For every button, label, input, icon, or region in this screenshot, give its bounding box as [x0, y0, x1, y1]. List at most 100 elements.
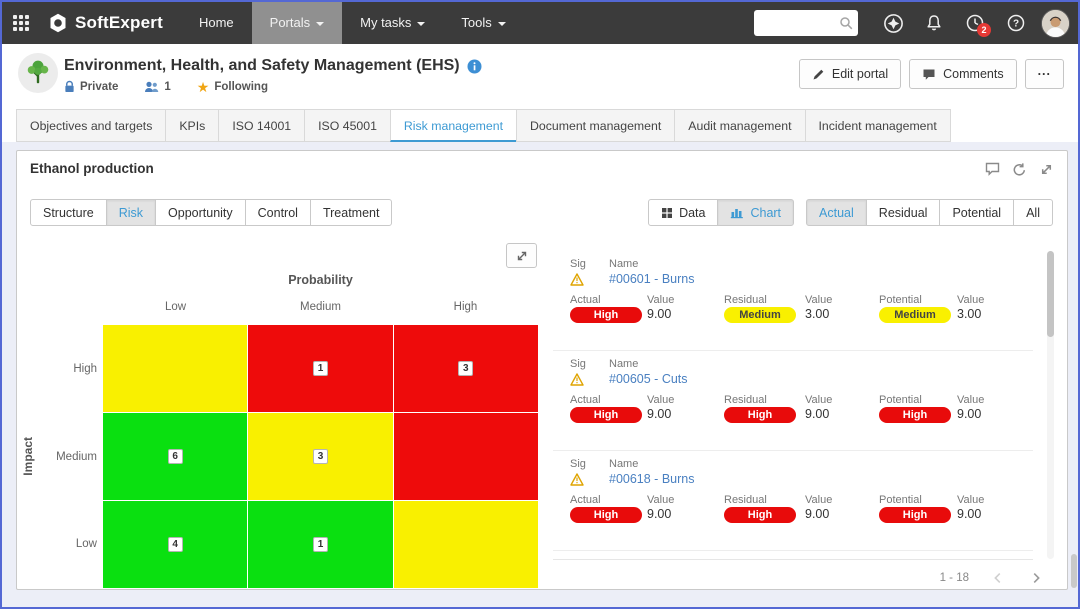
question-icon: ?	[1007, 14, 1025, 32]
quick-access-button[interactable]	[877, 7, 909, 39]
warning-icon	[570, 473, 584, 491]
risk-matrix: 1 3 6 3 4 1	[103, 325, 538, 588]
tab-iso-14001[interactable]: ISO 14001	[218, 109, 306, 142]
matrix-cell[interactable]	[393, 413, 538, 500]
page-scrollbar-thumb[interactable]	[1071, 554, 1077, 588]
pagination: 1 - 18	[553, 565, 1045, 591]
residual-value: 3.00	[805, 307, 830, 321]
risk-list-item-partial: Sig Name	[553, 551, 1033, 559]
view-data-button[interactable]: Data	[648, 199, 719, 226]
residual-level-badge: High	[724, 507, 796, 523]
matrix-cell[interactable]: 3	[248, 413, 393, 500]
risk-subtabs: Structure Risk Opportunity Control Treat…	[30, 199, 393, 226]
portal-header: Environment, Health, and Safety Manageme…	[2, 44, 1078, 142]
potential-level-badge: High	[879, 507, 951, 523]
risk-list-item: Sig Name #00601 - Burns Actual Value Res…	[553, 251, 1033, 351]
matrix-cell[interactable]: 6	[103, 413, 248, 500]
col-label-low: Low	[164, 301, 187, 313]
user-avatar[interactable]	[1041, 8, 1070, 38]
cell-count-badge: 3	[312, 449, 328, 464]
help-button[interactable]: ?	[1000, 7, 1032, 39]
col-label-high: High	[453, 301, 478, 313]
bar-chart-icon	[731, 209, 744, 219]
pagination-next-button[interactable]	[1027, 569, 1045, 587]
edit-portal-button[interactable]: Edit portal	[798, 59, 902, 89]
expand-icon	[1041, 164, 1051, 174]
star-icon: ★	[196, 78, 210, 95]
brand-name: SoftExpert	[75, 13, 163, 32]
matrix-cell[interactable]: 1	[248, 501, 393, 588]
filter-residual-button[interactable]: Residual	[865, 199, 941, 226]
more-options-button[interactable]: ...	[1024, 59, 1064, 89]
risk-list-item: Sig Name #00618 - Burns Actual Value Res…	[553, 451, 1033, 551]
subtab-treatment[interactable]: Treatment	[309, 199, 393, 226]
matrix-y-axis-title: Impact	[21, 437, 35, 476]
svg-text:?: ?	[1013, 19, 1019, 30]
matrix-row-labels: High Medium Low	[39, 325, 97, 588]
softexpert-logo[interactable]: SoftExpert	[40, 13, 181, 33]
tab-audit-management[interactable]: Audit management	[674, 109, 806, 142]
pagination-prev-button[interactable]	[989, 569, 1007, 587]
matrix-cell[interactable]	[393, 501, 538, 588]
tab-kpis[interactable]: KPIs	[165, 109, 220, 142]
notifications-button[interactable]	[918, 7, 950, 39]
list-scrollbar[interactable]	[1047, 251, 1054, 559]
ellipsis-icon: ...	[1037, 64, 1051, 78]
subtab-risk[interactable]: Risk	[105, 199, 157, 226]
row-label-low: Low	[75, 538, 97, 551]
risk-link[interactable]: #00618 - Burns	[609, 472, 695, 486]
cell-count-badge: 6	[167, 449, 183, 464]
pagination-range: 1 - 18	[939, 572, 969, 584]
ethanol-production-widget: Ethanol production	[16, 150, 1068, 590]
nav-item-portals[interactable]: Portals	[251, 2, 343, 44]
widget-comment-button[interactable]	[983, 160, 1001, 178]
row-label-high: High	[73, 362, 97, 375]
tab-document-management[interactable]: Document management	[516, 109, 676, 142]
tab-incident-management[interactable]: Incident management	[804, 109, 951, 142]
widget-refresh-button[interactable]	[1010, 160, 1028, 178]
risk-link[interactable]: #00605 - Cuts	[609, 372, 688, 386]
nav-item-home[interactable]: Home	[198, 15, 234, 30]
scrollbar-thumb[interactable]	[1047, 251, 1054, 337]
chevron-down-icon	[497, 22, 506, 26]
subtab-structure[interactable]: Structure	[30, 199, 107, 226]
navbar-right: 2 ?	[754, 2, 1070, 44]
tab-risk-management[interactable]: Risk management	[389, 109, 518, 142]
matrix-cell[interactable]	[103, 325, 248, 412]
filter-potential-button[interactable]: Potential	[939, 199, 1015, 226]
chevron-right-icon	[1033, 572, 1040, 584]
bell-icon	[927, 15, 941, 31]
risk-list: Sig Name #00601 - Burns Actual Value Res…	[553, 251, 1033, 559]
info-icon[interactable]	[467, 59, 482, 74]
matrix-expand-button[interactable]	[506, 243, 537, 268]
matrix-cell[interactable]: 1	[248, 325, 393, 412]
matrix-cell[interactable]: 3	[393, 325, 538, 412]
subtab-opportunity[interactable]: Opportunity	[155, 199, 246, 226]
pencil-icon	[813, 69, 824, 79]
tab-iso-45001[interactable]: ISO 45001	[304, 109, 391, 142]
subtab-control[interactable]: Control	[244, 199, 311, 226]
nav-item-my-tasks[interactable]: My tasks	[342, 2, 443, 44]
grid-icon	[13, 15, 29, 31]
matrix-cell[interactable]: 4	[103, 501, 248, 588]
filter-all-button[interactable]: All	[1013, 199, 1053, 226]
col-label-medium: Medium	[300, 301, 341, 313]
target-icon	[883, 13, 903, 33]
filter-actual-button[interactable]: Actual	[806, 199, 867, 226]
widget-expand-button[interactable]	[1037, 160, 1055, 178]
followers-count[interactable]: 1	[144, 81, 171, 93]
chevron-down-icon	[316, 22, 325, 26]
pending-tasks-button[interactable]: 2	[959, 7, 991, 39]
comments-button[interactable]: Comments	[909, 59, 1017, 89]
view-chart-button[interactable]: Chart	[717, 199, 795, 226]
tab-objectives-and-targets[interactable]: Objectives and targets	[16, 109, 167, 142]
nav-item-tools[interactable]: Tools	[443, 2, 523, 44]
data-grid-icon	[662, 207, 673, 218]
name-column-label: Name	[609, 258, 639, 270]
risk-link[interactable]: #00601 - Burns	[609, 272, 695, 286]
app-grid-button[interactable]	[2, 2, 40, 44]
following-toggle[interactable]: ★ Following	[196, 78, 268, 95]
risk-filter-group: Actual Residual Potential All	[806, 199, 1053, 226]
cell-count-badge: 1	[312, 537, 328, 552]
potential-value: 9.00	[957, 407, 982, 421]
